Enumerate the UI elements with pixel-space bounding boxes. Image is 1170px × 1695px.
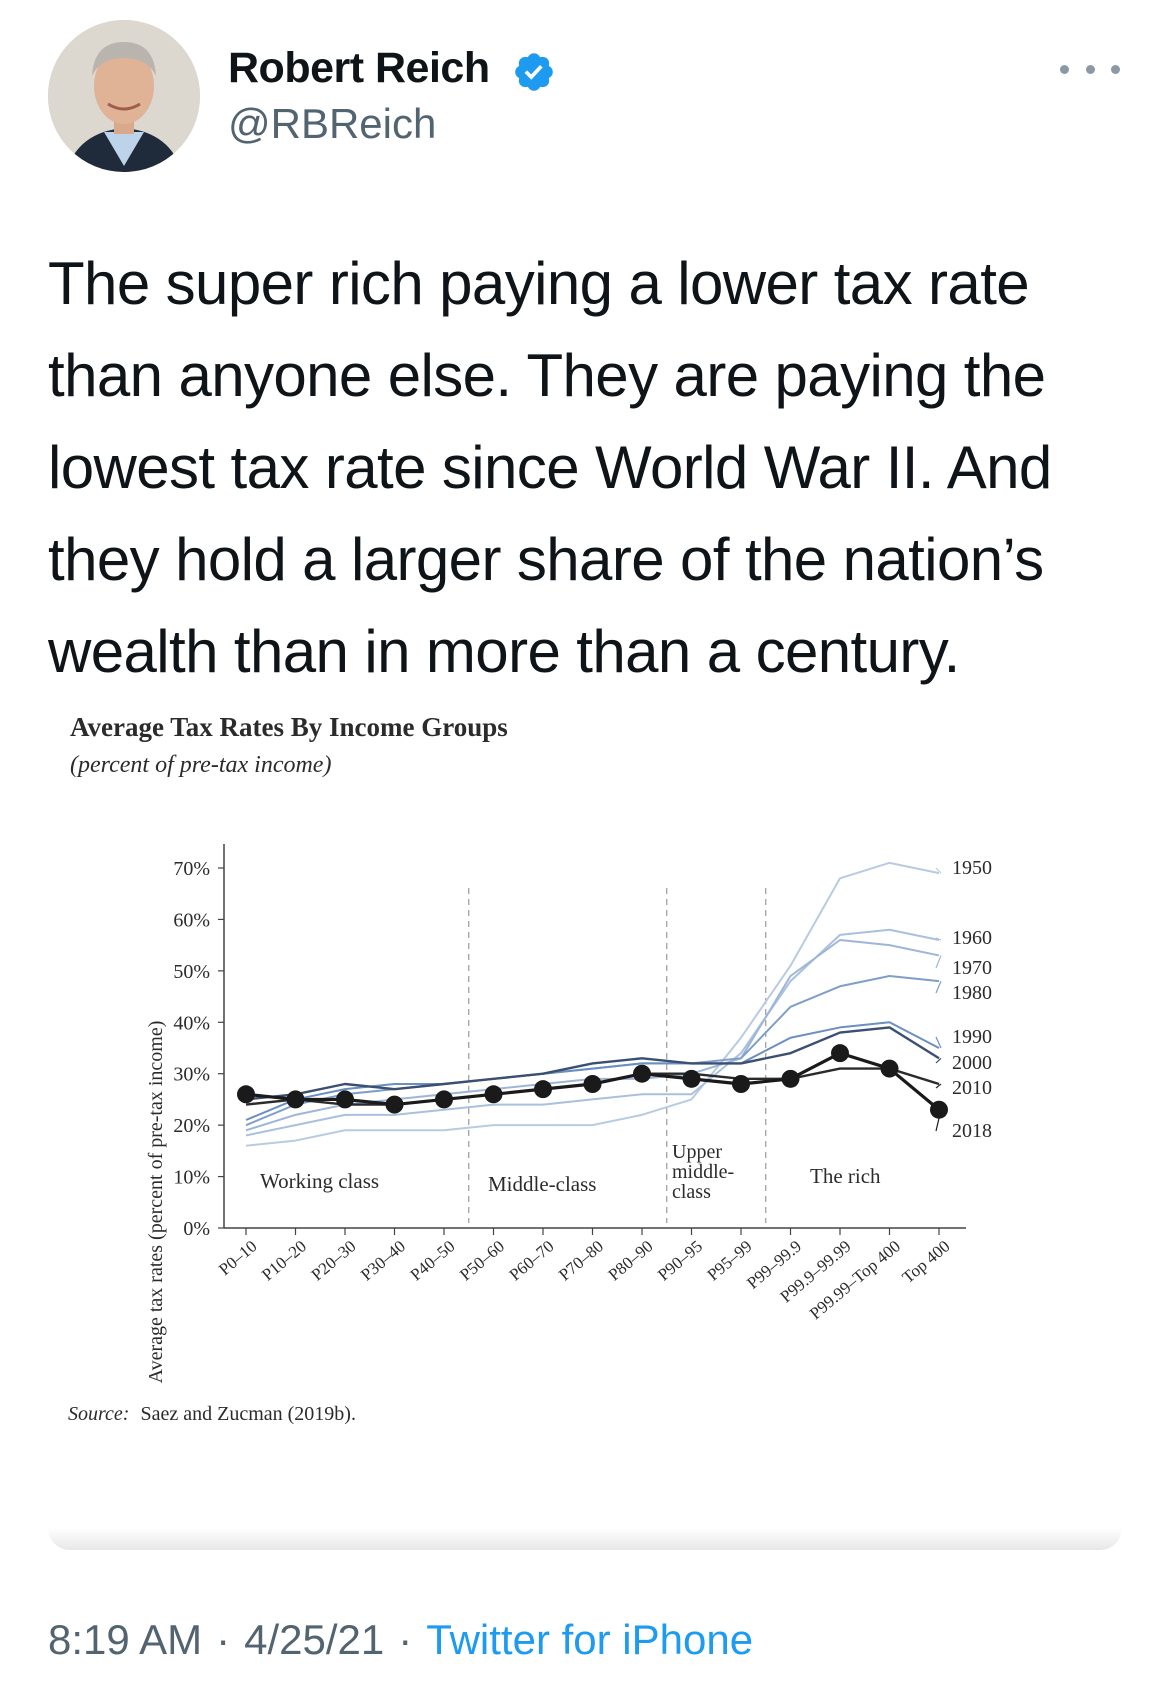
x-tick-label: P30–40 bbox=[357, 1237, 409, 1285]
tweet-time[interactable]: 8:19 AM bbox=[48, 1616, 203, 1663]
x-tick-label: P0–10 bbox=[215, 1237, 261, 1279]
group-label-working-class: Working class bbox=[260, 1169, 379, 1193]
series-label-1950: 1950 bbox=[952, 857, 992, 879]
data-point-2018 bbox=[682, 1069, 701, 1088]
data-point-2018 bbox=[880, 1059, 899, 1078]
tweet-meta: 8:19 AM · 4/25/21 · Twitter for iPhone bbox=[48, 1616, 753, 1664]
data-point-2018 bbox=[732, 1075, 750, 1093]
x-tick-label: P80–90 bbox=[605, 1237, 657, 1285]
data-point-2018 bbox=[583, 1075, 602, 1093]
series-leader-1990 bbox=[935, 1036, 942, 1049]
author-name[interactable]: Robert Reich bbox=[228, 44, 490, 92]
series-label-1980: 1980 bbox=[952, 982, 992, 1004]
x-tick-label: P90–95 bbox=[654, 1237, 706, 1285]
x-tick-label: Top 400 bbox=[898, 1237, 953, 1288]
data-point-2018 bbox=[336, 1090, 354, 1109]
y-tick-label: 20% bbox=[173, 1115, 210, 1137]
x-tick-label: P20–30 bbox=[308, 1237, 360, 1285]
y-tick-label: 10% bbox=[173, 1167, 210, 1189]
avatar[interactable] bbox=[48, 20, 200, 172]
data-point-2018 bbox=[831, 1044, 849, 1063]
chart-source-prefix: Source: bbox=[68, 1403, 129, 1425]
x-tick-label: P70–80 bbox=[555, 1237, 607, 1285]
data-point-2018 bbox=[781, 1069, 800, 1088]
data-point-2018 bbox=[633, 1064, 651, 1083]
more-options-icon[interactable] bbox=[1060, 54, 1120, 84]
y-tick-label: 0% bbox=[183, 1218, 210, 1240]
data-point-2018 bbox=[435, 1090, 453, 1109]
tax-rate-chart: Average Tax Rates By Income Groups (perc… bbox=[68, 718, 992, 1425]
avatar-photo bbox=[48, 20, 200, 172]
tweet-image[interactable]: Average Tax Rates By Income Groups (perc… bbox=[48, 718, 1122, 1550]
group-label-upper-middle: class bbox=[672, 1181, 711, 1203]
tweet-date[interactable]: 4/25/21 bbox=[244, 1616, 385, 1663]
card-edge bbox=[48, 1528, 1122, 1550]
series-label-1970: 1970 bbox=[952, 957, 992, 979]
y-tick-label: 60% bbox=[173, 909, 210, 931]
author-handle[interactable]: @RBReich bbox=[228, 100, 437, 147]
chart-source-text: Saez and Zucman (2019b). bbox=[140, 1403, 355, 1425]
group-label-upper-middle: middle- bbox=[672, 1161, 734, 1183]
series-leader-1950 bbox=[935, 867, 942, 874]
series-leader-1960 bbox=[935, 937, 942, 941]
data-point-2018 bbox=[237, 1085, 255, 1104]
series-line-2000 bbox=[245, 1026, 940, 1101]
meta-separator: · bbox=[216, 1616, 231, 1663]
series-label-2018: 2018 bbox=[952, 1120, 992, 1142]
data-point-2018 bbox=[286, 1090, 305, 1109]
group-label-the-rich: The rich bbox=[810, 1164, 881, 1188]
series-label-2000: 2000 bbox=[952, 1052, 992, 1074]
chart-subtitle: (percent of pre-tax income) bbox=[70, 752, 331, 778]
series-label-1990: 1990 bbox=[952, 1026, 992, 1048]
more-dot bbox=[1060, 64, 1069, 74]
data-point-2018 bbox=[484, 1085, 503, 1104]
y-tick-labels: 0% 10% 20% 30% 40% 50% 60% 70% bbox=[173, 858, 224, 1240]
data-point-2018 bbox=[930, 1100, 948, 1119]
x-tick-label: P50–60 bbox=[456, 1237, 508, 1285]
series-2018-markers bbox=[237, 1044, 948, 1119]
group-dividers bbox=[468, 888, 767, 1223]
x-tick-label: P60–70 bbox=[506, 1237, 558, 1285]
verified-badge-icon bbox=[515, 53, 553, 91]
y-axis-label: Average tax rates (percent of pre-tax in… bbox=[145, 1021, 167, 1384]
series-leader-1980 bbox=[935, 980, 942, 994]
series-leader-2000 bbox=[935, 1057, 942, 1064]
series-line-1950 bbox=[245, 861, 940, 1147]
x-tick-label: P10–20 bbox=[258, 1237, 310, 1285]
meta-separator: · bbox=[398, 1616, 413, 1663]
group-label-upper-middle: Upper bbox=[672, 1141, 722, 1163]
data-point-2018 bbox=[385, 1095, 404, 1114]
x-tick-labels: P0–10P10–20P20–30P30–40P40–50P50–60P60–7… bbox=[215, 1228, 954, 1323]
series-end-labels: 1950 1960 1970 1980 1990 2000 2010 2018 bbox=[935, 857, 992, 1142]
group-label-middle-class: Middle-class bbox=[488, 1172, 596, 1196]
x-tick-label: P99.99–Top 400 bbox=[806, 1237, 904, 1324]
series-line-1990 bbox=[245, 1021, 940, 1121]
series-label-2010: 2010 bbox=[952, 1077, 992, 1099]
data-point-2018 bbox=[534, 1080, 552, 1099]
more-dot bbox=[1111, 64, 1120, 74]
y-tick-label: 70% bbox=[173, 858, 210, 880]
tweet-text: The super rich paying a lower tax rate t… bbox=[48, 250, 1052, 685]
chart-title: Average Tax Rates By Income Groups bbox=[70, 718, 508, 742]
series-leader-1970 bbox=[935, 955, 942, 969]
chart-source: Source: Saez and Zucman (2019b). bbox=[68, 1403, 356, 1425]
series-leader-2010 bbox=[935, 1083, 942, 1089]
y-tick-label: 50% bbox=[173, 961, 210, 983]
series-label-1960: 1960 bbox=[952, 927, 992, 949]
group-labels: Working class Middle-class Uppermiddle-cla… bbox=[260, 1141, 881, 1203]
more-dot bbox=[1085, 64, 1095, 74]
x-tick-label: P40–50 bbox=[407, 1237, 459, 1285]
series-line-1960 bbox=[245, 928, 940, 1137]
y-tick-label: 40% bbox=[173, 1012, 210, 1034]
y-tick-label: 30% bbox=[173, 1064, 210, 1086]
tweet-source-link[interactable]: Twitter for iPhone bbox=[426, 1616, 754, 1663]
